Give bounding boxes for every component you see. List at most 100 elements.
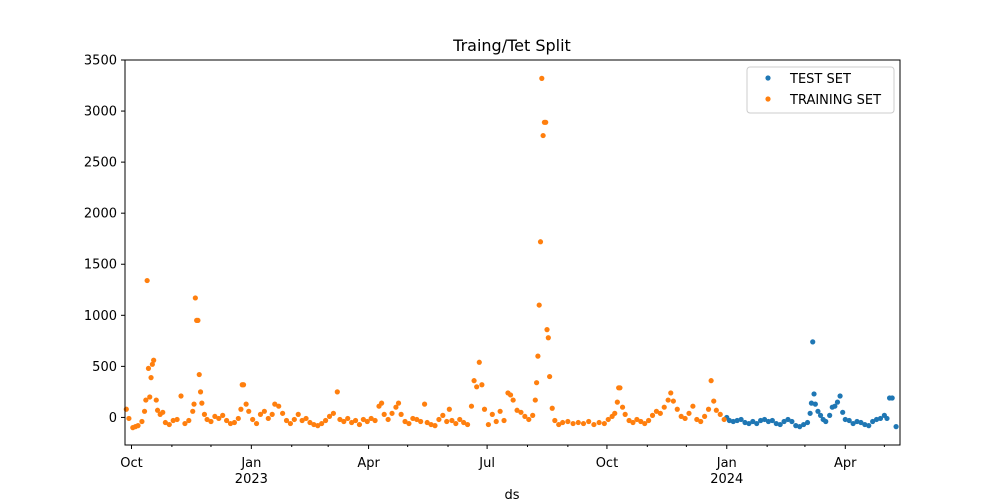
x-tick-label: Oct [596, 456, 618, 471]
plot-frame [124, 59, 901, 446]
training-set-point [231, 419, 238, 426]
training-set-point [440, 412, 446, 418]
training-set-point [395, 400, 402, 406]
training-set-point [493, 418, 499, 425]
training-set-point [143, 397, 149, 403]
training-set-point [135, 423, 141, 429]
training-set-point [261, 408, 267, 414]
test-set-point [797, 424, 803, 430]
training-set-point [543, 119, 549, 125]
training-set-point [560, 419, 566, 426]
training-set-point [243, 401, 249, 407]
test-set-point [726, 417, 732, 424]
training-set-point [389, 410, 395, 416]
test-set-point [738, 416, 744, 423]
training-set-point [617, 385, 623, 391]
training-set-point [532, 397, 538, 403]
x-tick-label: Apr [834, 456, 857, 471]
y-axis-ticks: 0 500 1000 1500 2000 2500 3000 3500 [84, 54, 125, 426]
training-set-point [522, 413, 528, 420]
training-set-point [605, 416, 611, 423]
training-set-point [461, 419, 467, 426]
training-set-point [170, 417, 176, 424]
training-set-point [471, 378, 477, 384]
x-tick-label: Oct [120, 456, 142, 471]
training-set-point [421, 401, 428, 407]
test-set-point [781, 418, 787, 425]
test-set-point [889, 395, 895, 401]
training-set-point [337, 416, 343, 423]
training-set-point [240, 382, 247, 388]
training-set-point [195, 317, 201, 324]
training-set-point [372, 417, 378, 424]
training-set-point [630, 419, 636, 426]
training-set-point [199, 400, 205, 406]
y-tick-label: 3500 [84, 54, 117, 69]
training-set-point [153, 397, 159, 403]
test-set-point [827, 412, 833, 418]
training-set-point [406, 420, 412, 427]
training-set-point [246, 408, 252, 414]
training-set-point [670, 398, 676, 404]
data-points [123, 75, 899, 431]
test-set-point [765, 418, 772, 425]
training-set-point [379, 400, 385, 406]
training-set-point [253, 420, 260, 427]
training-set-point [489, 411, 495, 417]
training-set-point [186, 417, 192, 424]
test-set-point [893, 424, 899, 430]
test-set-point [862, 421, 868, 428]
training-set-point [596, 419, 602, 426]
test-set-point [758, 417, 764, 424]
training-set-point [686, 410, 692, 416]
training-set-point [552, 417, 558, 424]
y-tick-label: 2000 [84, 207, 117, 222]
training-set-point [657, 410, 663, 416]
test-set-point [810, 339, 816, 345]
training-set-point [622, 411, 628, 417]
training-set-point [547, 373, 553, 380]
training-set-point [668, 390, 674, 396]
test-set-point [730, 418, 736, 425]
training-set-point [272, 401, 278, 407]
test-set-point [754, 420, 760, 427]
training-set-point [192, 295, 198, 301]
test-set-point [858, 419, 864, 426]
training-set-point [674, 406, 680, 412]
training-set-point [123, 406, 129, 412]
y-tick-label: 3000 [84, 105, 117, 120]
training-set-point [334, 389, 340, 395]
test-set-point [870, 418, 876, 425]
training-set-point [368, 415, 374, 422]
training-set-point [468, 403, 475, 409]
test-set-point [761, 416, 768, 423]
training-set-point [147, 394, 153, 400]
training-set-point [721, 416, 727, 423]
training-set-point [638, 418, 644, 425]
training-set-point [464, 421, 471, 428]
training-set-point [220, 412, 226, 418]
training-set-point [349, 419, 355, 426]
training-set-point [601, 420, 607, 427]
training-set-point [698, 418, 704, 425]
training-set-point [326, 413, 333, 420]
training-set-point [570, 420, 576, 427]
training-set-point [197, 389, 204, 395]
training-set-point [322, 417, 329, 424]
training-set-point [653, 408, 660, 414]
training-set-point [238, 406, 244, 412]
training-set-point [139, 418, 145, 425]
training-set-point [713, 407, 719, 413]
test-set-point [804, 419, 811, 426]
training-set-point [446, 406, 452, 412]
training-set-point [530, 412, 536, 418]
training-set-point [257, 411, 264, 417]
training-set-point [208, 418, 214, 425]
training-set-point [227, 420, 234, 427]
training-set-point [330, 410, 336, 416]
training-set-point [711, 398, 717, 404]
training-set-point [545, 335, 551, 341]
training-set-point [537, 239, 544, 245]
training-set-point [534, 380, 540, 386]
